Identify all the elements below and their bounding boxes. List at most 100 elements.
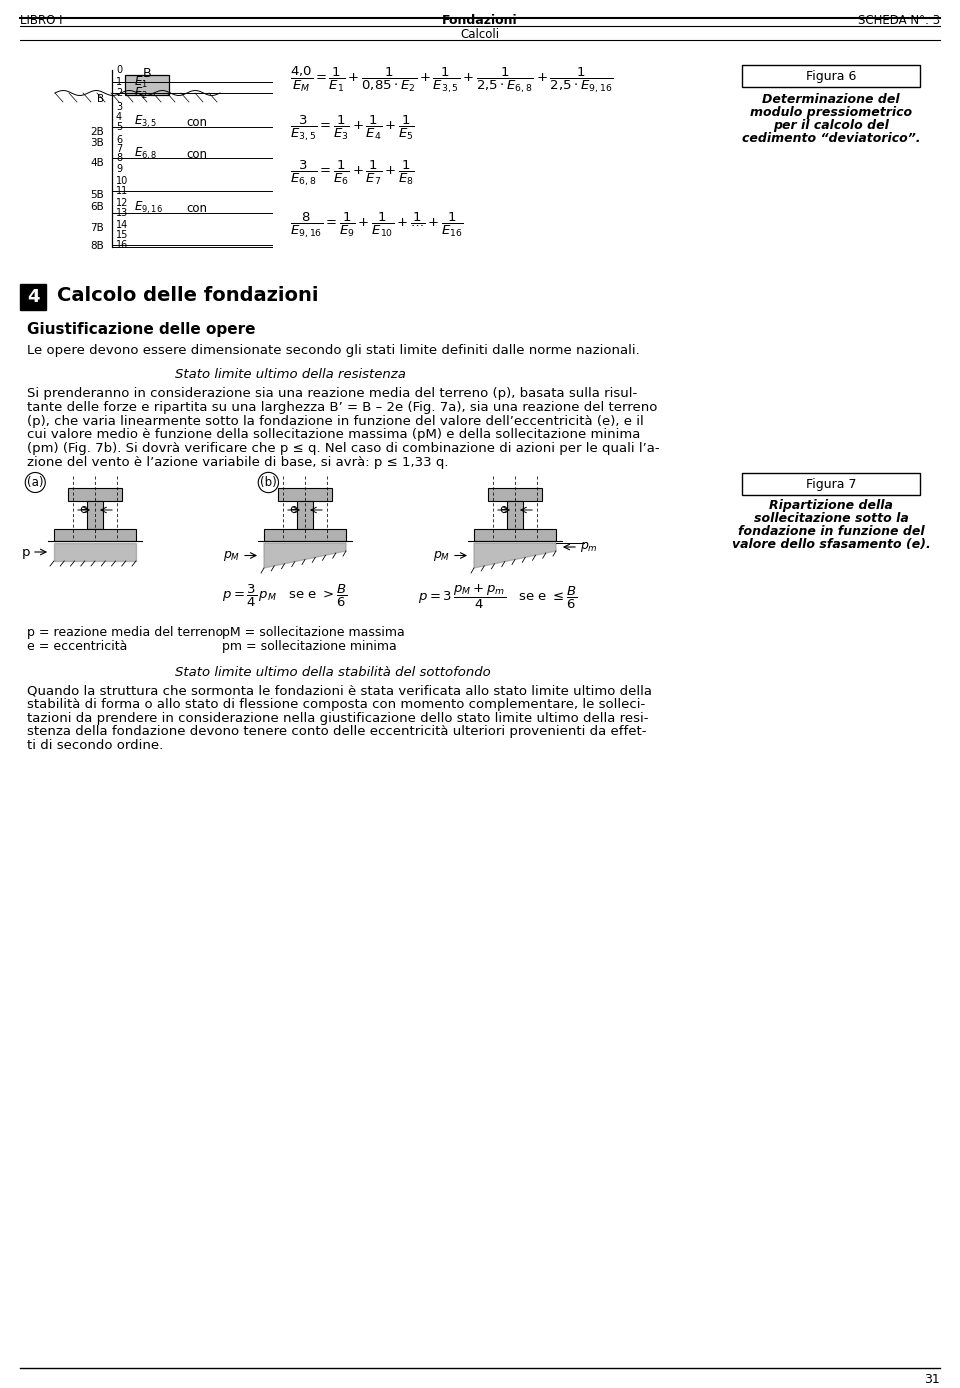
Text: pM = sollecitazione massima: pM = sollecitazione massima: [222, 626, 405, 638]
Text: 14: 14: [116, 221, 129, 230]
Text: tazioni da prendere in considerazione nella giustificazione dello stato limite u: tazioni da prendere in considerazione ne…: [27, 712, 649, 725]
Text: (pm) (Fig. 7b). Si dovrà verificare che p ≤ q. Nel caso di combinazione di azion: (pm) (Fig. 7b). Si dovrà verificare che …: [27, 443, 660, 455]
Text: $\dfrac{4{,}0}{E_M} = \dfrac{1}{E_1} + \dfrac{1}{0{,}85 \cdot E_2} + \dfrac{1}{E: $\dfrac{4{,}0}{E_M} = \dfrac{1}{E_1} + \…: [290, 65, 613, 96]
Text: stenza della fondazione devono tenere conto delle eccentricità ulteriori proveni: stenza della fondazione devono tenere co…: [27, 726, 646, 738]
Bar: [68, 489, 122, 501]
Text: $\dfrac{8}{E_{9,16}} = \dfrac{1}{E_9} + \dfrac{1}{E_{10}} + \dfrac{1}{\ldots} + : $\dfrac{8}{E_{9,16}} = \dfrac{1}{E_9} + …: [290, 210, 464, 240]
Text: 10: 10: [116, 176, 129, 186]
Text: 2B: 2B: [90, 126, 104, 137]
Text: Calcolo delle fondazioni: Calcolo delle fondazioni: [57, 286, 319, 305]
Text: $p_m$: $p_m$: [580, 540, 598, 554]
Text: 5B: 5B: [90, 190, 104, 200]
Text: $E_2$: $E_2$: [134, 86, 148, 100]
Polygon shape: [474, 543, 556, 568]
Text: 31: 31: [924, 1373, 940, 1387]
Text: 1: 1: [116, 76, 122, 87]
Bar: [507, 501, 523, 529]
Text: 4: 4: [116, 112, 122, 122]
Text: $p = \dfrac{3}{4}\,p_M$   se e $> \dfrac{B}{6}$: $p = \dfrac{3}{4}\,p_M$ se e $> \dfrac{B…: [222, 583, 348, 609]
Text: p = reazione media del terreno: p = reazione media del terreno: [27, 626, 223, 638]
Polygon shape: [264, 543, 346, 568]
Text: Figura 6: Figura 6: [805, 69, 856, 82]
Text: Calcoli: Calcoli: [461, 28, 499, 42]
Text: B: B: [97, 94, 104, 104]
Text: 4B: 4B: [90, 158, 104, 168]
Text: con: con: [186, 115, 207, 129]
Text: 13: 13: [116, 208, 129, 218]
Text: Giustificazione delle opere: Giustificazione delle opere: [27, 322, 255, 337]
Text: valore dello sfasamento (e).: valore dello sfasamento (e).: [732, 539, 930, 551]
Text: $p_M$: $p_M$: [433, 548, 450, 562]
Bar: [742, 65, 920, 87]
Text: $E_{9,16}$: $E_{9,16}$: [134, 200, 163, 217]
Text: $\dfrac{3}{E_{3,5}} = \dfrac{1}{E_3} + \dfrac{1}{E_4} + \dfrac{1}{E_5}$: $\dfrac{3}{E_{3,5}} = \dfrac{1}{E_3} + \…: [290, 114, 415, 143]
Text: 3B: 3B: [90, 137, 104, 149]
Text: con: con: [186, 147, 207, 161]
Text: Stato limite ultimo della resistenza: Stato limite ultimo della resistenza: [175, 368, 406, 380]
Text: Quando la struttura che sormonta le fondazioni è stata verificata allo stato lim: Quando la struttura che sormonta le fond…: [27, 684, 652, 697]
Polygon shape: [54, 543, 136, 561]
Text: cui valore medio è funzione della sollecitazione massima (pM) e della sollecitaz: cui valore medio è funzione della sollec…: [27, 429, 640, 441]
Text: Determinazione del: Determinazione del: [762, 93, 900, 105]
Text: cedimento “deviatorico”.: cedimento “deviatorico”.: [742, 132, 921, 144]
Text: $E_{3,5}$: $E_{3,5}$: [134, 114, 157, 130]
Text: 8: 8: [116, 153, 122, 162]
Text: $p_M$: $p_M$: [223, 548, 240, 562]
Bar: [742, 473, 920, 496]
Text: $\dfrac{3}{E_{6,8}} = \dfrac{1}{E_6} + \dfrac{1}{E_7} + \dfrac{1}{E_8}$: $\dfrac{3}{E_{6,8}} = \dfrac{1}{E_6} + \…: [290, 158, 415, 187]
Bar: [54, 529, 136, 541]
Bar: [474, 529, 556, 541]
Bar: [20, 285, 46, 310]
Bar: [297, 501, 313, 529]
Text: Si prenderanno in considerazione sia una reazione media del terreno (p), basata : Si prenderanno in considerazione sia una…: [27, 387, 637, 400]
Bar: [125, 75, 169, 94]
Text: B: B: [143, 67, 152, 81]
Text: Stato limite ultimo della stabilità del sottofondo: Stato limite ultimo della stabilità del …: [175, 666, 491, 679]
Text: modulo pressiometrico: modulo pressiometrico: [750, 105, 912, 119]
Text: $E_1$: $E_1$: [134, 75, 148, 90]
Text: (p), che varia linearmente sotto la fondazione in funzione del valore dell’eccen: (p), che varia linearmente sotto la fond…: [27, 415, 644, 428]
Text: Fondazioni: Fondazioni: [443, 14, 517, 26]
Text: 7B: 7B: [90, 223, 104, 233]
Text: tante delle forze e ripartita su una larghezza B’ = B – 2e (Fig. 7a), sia una re: tante delle forze e ripartita su una lar…: [27, 401, 658, 414]
Text: con: con: [186, 201, 207, 215]
Text: 6B: 6B: [90, 203, 104, 212]
Text: 7: 7: [116, 144, 122, 154]
Text: 6: 6: [116, 135, 122, 144]
Text: 9: 9: [116, 164, 122, 174]
Text: 15: 15: [116, 230, 129, 240]
Text: e = eccentricità: e = eccentricità: [27, 640, 128, 652]
Text: e: e: [289, 502, 297, 515]
Bar: [87, 501, 103, 529]
Text: 11: 11: [116, 186, 129, 196]
Bar: [264, 529, 346, 541]
Text: 8B: 8B: [90, 242, 104, 251]
Text: sollecitazione sotto la: sollecitazione sotto la: [754, 512, 908, 525]
Text: 0: 0: [116, 65, 122, 75]
Text: e: e: [499, 502, 507, 515]
Text: 16: 16: [116, 240, 129, 250]
Text: $p = 3\,\dfrac{p_M + p_m}{4}$   se e $\leq \dfrac{B}{6}$: $p = 3\,\dfrac{p_M + p_m}{4}$ se e $\leq…: [418, 583, 577, 611]
Bar: [488, 489, 542, 501]
Text: $E_{6,8}$: $E_{6,8}$: [134, 146, 157, 162]
Text: p: p: [21, 545, 30, 558]
Text: Figura 7: Figura 7: [805, 477, 856, 490]
Text: zione del vento è l’azione variabile di base, si avrà: p ≤ 1,33 q.: zione del vento è l’azione variabile di …: [27, 457, 448, 469]
Text: (a): (a): [27, 476, 43, 489]
Text: Ripartizione della: Ripartizione della: [769, 500, 893, 512]
Text: 2: 2: [116, 87, 122, 99]
Text: stabilità di forma o allo stato di flessione composta con momento complementare,: stabilità di forma o allo stato di fless…: [27, 698, 645, 711]
Text: 3: 3: [116, 101, 122, 112]
Text: LIBRO I: LIBRO I: [20, 14, 62, 26]
Text: 5: 5: [116, 122, 122, 132]
Text: ti di secondo ordine.: ti di secondo ordine.: [27, 740, 163, 752]
Text: pm = sollecitazione minima: pm = sollecitazione minima: [222, 640, 396, 652]
Text: per il calcolo del: per il calcolo del: [773, 119, 889, 132]
Text: e: e: [79, 502, 86, 515]
Text: 12: 12: [116, 198, 129, 208]
Bar: [278, 489, 332, 501]
Text: 4: 4: [27, 287, 39, 305]
Text: fondazione in funzione del: fondazione in funzione del: [737, 525, 924, 539]
Text: Le opere devono essere dimensionate secondo gli stati limite definiti dalle norm: Le opere devono essere dimensionate seco…: [27, 344, 639, 357]
Text: (b): (b): [260, 476, 276, 489]
